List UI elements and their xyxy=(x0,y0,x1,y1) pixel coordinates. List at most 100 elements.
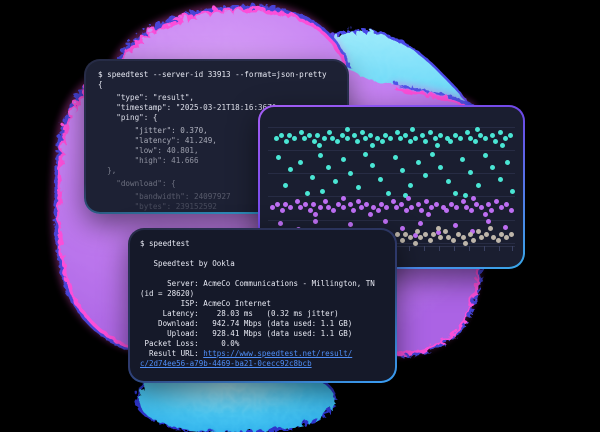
json-terminal-line: $ speedtest --server-id 33913 --format=j… xyxy=(98,70,327,79)
chart-dot-band-cyan xyxy=(474,126,480,132)
chart-dot-band-purple xyxy=(502,224,508,230)
chart-dot-band-cyan xyxy=(412,135,418,141)
chart-dot-band-purple xyxy=(428,204,434,210)
chart-dot-band-gray xyxy=(483,231,489,237)
chart-dot-band-cyan xyxy=(329,135,335,141)
chart-dot-band-purple xyxy=(375,207,381,213)
json-terminal-line: { xyxy=(98,80,103,89)
chart-dot-band-cyan xyxy=(325,164,331,170)
speedtest-terminal-line: Download: 942.74 Mbps (data used: 1.1 GB… xyxy=(140,319,353,328)
chart-dot-band-purple xyxy=(307,207,313,213)
chart-dot-band-purple xyxy=(310,201,316,207)
chart-dot-band-cyan xyxy=(385,190,391,196)
result-url-link[interactable]: c/2d74ee56-a79b-4469-ba21-0cecc92c8bcb xyxy=(140,359,312,368)
chart-dot-band-purple xyxy=(440,204,446,210)
chart-dot-band-purple xyxy=(390,198,396,204)
chart-dot-band-cyan xyxy=(497,176,503,182)
result-url-label: Result URL: xyxy=(140,349,204,358)
speedtest-terminal-line: Result URL: https://www.speedtest.net/re… xyxy=(140,349,385,359)
chart-dot-band-gray xyxy=(455,231,461,237)
chart-dot-band-cyan xyxy=(402,192,408,198)
chart-dot-band-purple xyxy=(282,201,288,207)
chart-dot-band-purple xyxy=(330,207,336,213)
chart-dot-band-gray xyxy=(462,240,468,246)
chart-dot-band-gray xyxy=(498,231,504,237)
chart-dot-band-cyan xyxy=(319,188,325,194)
chart-dot-band-cyan xyxy=(492,138,498,144)
chart-dot-band-cyan xyxy=(387,135,393,141)
chart-dot-band-purple xyxy=(399,225,405,231)
chart-dot-band-purple xyxy=(350,207,356,213)
speedtest-terminal-line xyxy=(140,269,385,279)
chart-dot-band-purple xyxy=(297,204,303,210)
chart-dot-band-cyan xyxy=(452,132,458,138)
chart-dot-band-purple xyxy=(398,201,404,207)
speedtest-terminal-line xyxy=(140,249,385,259)
chart-dot-band-purple xyxy=(325,204,331,210)
chart-gridline xyxy=(268,127,515,128)
chart-dot-band-purple xyxy=(433,201,439,207)
chart-dot-band-purple xyxy=(478,204,484,210)
speedtest-terminal-window: $ speedtest Speedtest by Ookla Server: A… xyxy=(128,228,397,383)
chart-dot-band-cyan xyxy=(354,138,360,144)
chart-dot-band-cyan xyxy=(402,132,408,138)
chart-dot-band-gray xyxy=(460,234,466,240)
json-terminal-line: "timestamp": "2025-03-21T18:16:36Z", xyxy=(98,103,281,112)
chart-dot-band-cyan xyxy=(321,135,327,141)
chart-dot-band-purple xyxy=(425,211,431,217)
chart-dot-band-cyan xyxy=(374,135,380,141)
json-terminal-line: "type": "result", xyxy=(98,93,195,102)
chart-dot-band-purple xyxy=(294,198,300,204)
chart-dot-band-cyan xyxy=(437,164,443,170)
chart-dot-band-cyan xyxy=(309,174,315,180)
chart-dot-band-purple xyxy=(418,207,424,213)
chart-dot-band-cyan xyxy=(344,135,350,141)
chart-dot-band-cyan xyxy=(504,159,510,165)
chart-dot-band-cyan xyxy=(447,138,453,144)
chart-dot-band-purple xyxy=(468,207,474,213)
chart-dot-band-cyan xyxy=(287,166,293,172)
result-url-link[interactable]: https://www.speedtest.net/result/ xyxy=(203,349,353,358)
chart-dot-band-purple xyxy=(347,221,353,227)
chart-dot-band-cyan xyxy=(339,132,345,138)
chart-dot-band-purple xyxy=(423,198,429,204)
json-terminal-line: "download": { xyxy=(98,179,176,188)
chart-dot-band-cyan xyxy=(489,132,495,138)
chart-dot-band-purple xyxy=(448,201,454,207)
chart-dot-band-cyan xyxy=(464,129,470,135)
json-terminal-line: "low": 40.801, xyxy=(98,146,199,155)
chart-dot-band-purple xyxy=(287,204,293,210)
chart-dot-band-cyan xyxy=(311,138,317,144)
chart-dot-band-purple xyxy=(312,211,318,217)
chart-dot-band-cyan xyxy=(452,190,458,196)
chart-dot-band-cyan xyxy=(355,184,361,190)
chart-dot-band-cyan xyxy=(283,138,289,144)
chart-dot-band-purple xyxy=(367,211,373,217)
json-terminal-line: "jitter": 0.370, xyxy=(98,126,208,135)
chart-dot-band-cyan xyxy=(427,129,433,135)
chart-dot-band-gray xyxy=(470,237,476,243)
chart-dot-band-purple xyxy=(417,220,423,226)
chart-dot-band-purple xyxy=(463,204,469,210)
chart-axis-tick xyxy=(424,246,425,251)
chart-dot-band-purple xyxy=(482,211,488,217)
chart-dot-band-purple xyxy=(408,204,414,210)
chart-dot-band-purple xyxy=(274,201,280,207)
chart-dot-band-purple xyxy=(469,228,475,234)
chart-dot-band-cyan xyxy=(298,129,304,135)
chart-dot-band-cyan xyxy=(475,182,481,188)
chart-dot-band-cyan xyxy=(407,138,413,144)
chart-dot-band-purple xyxy=(383,204,389,210)
chart-axis-tick xyxy=(512,246,513,251)
chart-gridline xyxy=(268,196,515,197)
chart-dot-band-cyan xyxy=(332,178,338,184)
chart-gridline xyxy=(268,220,515,221)
chart-dot-band-cyan xyxy=(359,129,365,135)
chart-dot-band-gray xyxy=(503,234,509,240)
json-terminal-output: $ speedtest --server-id 33913 --format=j… xyxy=(86,61,347,212)
chart-dot-band-cyan xyxy=(326,129,332,135)
chart-dot-band-purple xyxy=(415,201,421,207)
chart-dot-band-purple xyxy=(382,218,388,224)
chart-dot-band-cyan xyxy=(477,132,483,138)
